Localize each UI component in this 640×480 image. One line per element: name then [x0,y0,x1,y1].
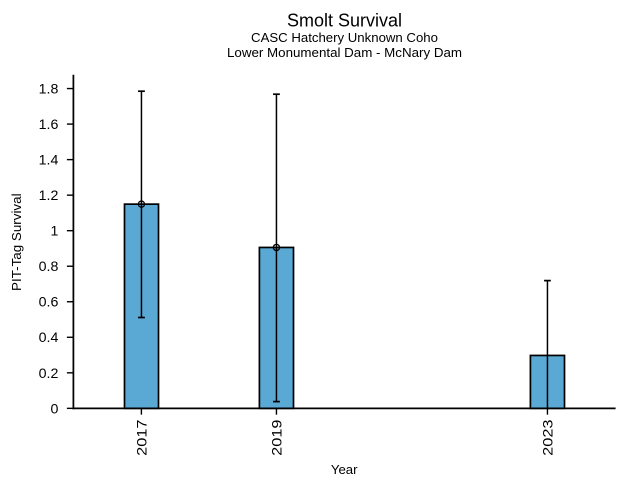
svg-text:0: 0 [51,401,59,417]
svg-text:CASC Hatchery Unknown Coho: CASC Hatchery Unknown Coho [251,30,438,45]
svg-text:2023: 2023 [541,419,557,455]
svg-text:Year: Year [331,462,358,477]
svg-text:Lower Monumental Dam - McNary: Lower Monumental Dam - McNary Dam [227,45,462,60]
svg-text:1.2: 1.2 [39,188,59,204]
svg-text:Smolt Survival: Smolt Survival [287,11,402,31]
svg-text:0.6: 0.6 [39,295,59,311]
svg-text:1.4: 1.4 [39,153,59,169]
svg-text:0.4: 0.4 [39,330,59,346]
svg-text:2017: 2017 [135,419,151,455]
svg-text:1: 1 [51,224,59,240]
svg-text:1.6: 1.6 [39,117,59,133]
svg-text:1.8: 1.8 [39,82,59,98]
svg-text:2019: 2019 [270,419,286,455]
svg-text:0.8: 0.8 [39,259,59,275]
svg-text:0.2: 0.2 [39,366,59,382]
svg-text:PIT-Tag Survival: PIT-Tag Survival [9,193,24,291]
